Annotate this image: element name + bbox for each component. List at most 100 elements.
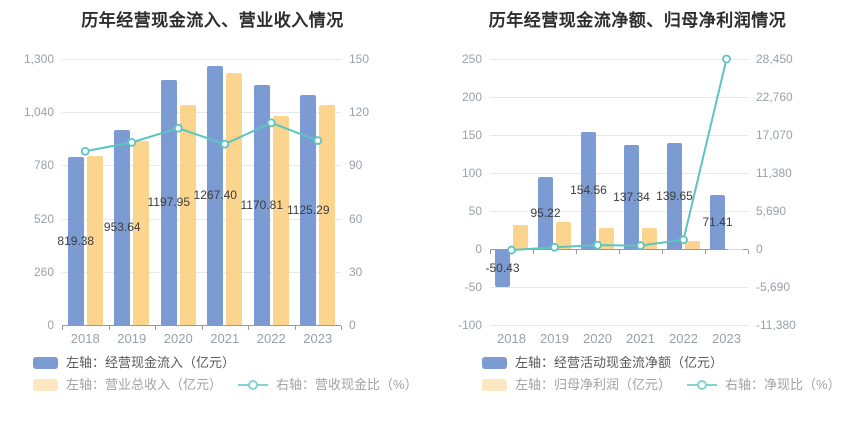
left-axis-tick-label: 150 [461, 128, 482, 142]
x-axis-label: 2019 [540, 331, 569, 346]
gridline [490, 59, 748, 60]
legend-item-net-operating-cashflow[interactable]: 左轴：经营活动现金流净额（亿元） [482, 356, 723, 369]
line-point-2021[interactable] [220, 139, 230, 149]
line-point-2022[interactable] [679, 235, 688, 245]
x-axis-line [490, 249, 748, 250]
right-axis-tick-label: 17,070 [756, 128, 793, 142]
right-axis-tick-label: -11,380 [756, 318, 796, 332]
gridline [490, 173, 748, 174]
bar-series1-2020[interactable] [160, 79, 177, 325]
right-axis-tick-label: 11,380 [756, 166, 792, 180]
right-axis-tick-label: 0 [349, 318, 356, 332]
axis-tick [490, 250, 491, 254]
bar-series1-2019[interactable] [114, 129, 131, 325]
right-axis-tick-label: 28,450 [756, 52, 793, 66]
line-point-2020[interactable] [593, 240, 602, 250]
bar-value-label: 1197.95 [147, 195, 191, 210]
x-axis-label: 2021 [210, 331, 240, 346]
bar-series1-2020[interactable] [581, 131, 596, 249]
bar-series2-2022[interactable] [272, 115, 289, 325]
line-point-2021[interactable] [636, 241, 645, 251]
x-axis-label: 2022 [256, 331, 286, 346]
right-axis-tick-label: 30 [349, 264, 363, 279]
bar-value-label: -50.43 [485, 261, 520, 276]
x-axis-label: 2020 [163, 331, 193, 346]
bar-value-label: 95.22 [530, 205, 561, 220]
bar-series1-2018[interactable] [495, 249, 510, 288]
line-point-2018[interactable] [507, 245, 516, 255]
bar-value-label: 139.65 [656, 188, 693, 203]
legend-item-cash-to-revenue-ratio[interactable]: 右轴：营收现金比（%） [238, 378, 418, 391]
bar-series2-2018[interactable] [513, 224, 528, 249]
chart-title: 历年经营现金流入、营业收入情况 [81, 11, 344, 30]
right-axis-tick-label: -5,690 [756, 280, 791, 294]
bar-value-label: 1267.40 [193, 188, 237, 203]
line-point-2018[interactable] [80, 146, 90, 156]
right-axis-tick-label: 5,690 [756, 204, 787, 218]
x-axis-label: 2018 [497, 331, 526, 346]
bar-series2-2020[interactable] [599, 228, 614, 249]
bar-series2-2019[interactable] [133, 141, 150, 325]
left-axis-tick-label: 0 [475, 242, 482, 256]
legend-swatch-blue [482, 356, 507, 369]
left-axis-tick-label: -50 [464, 280, 482, 294]
x-axis-label: 2023 [712, 331, 741, 346]
bar-series2-2023[interactable] [319, 105, 336, 325]
gridline [62, 218, 341, 220]
chart-legend: 左轴：经营现金流入（亿元） 左轴：营业总收入（亿元） 右轴：营收现金比（%） [33, 356, 434, 400]
right-axis-tick-label: 60 [349, 211, 363, 226]
left-axis-tick-label: 520 [33, 211, 54, 226]
x-axis-label: 2019 [117, 331, 147, 346]
axis-tick [705, 250, 706, 254]
chart-title: 历年经营现金流净额、归母净利润情况 [488, 11, 787, 30]
line-point-2019[interactable] [127, 137, 137, 147]
x-axis-label: 2021 [626, 331, 655, 346]
axis-tick [294, 326, 296, 330]
line-point-2023[interactable] [722, 54, 731, 64]
bar-series1-2022[interactable] [667, 142, 682, 249]
legend-item-cash-inflow[interactable]: 左轴：经营现金流入（亿元） [33, 356, 235, 369]
legend-label: 左轴：经营活动现金流净额（亿元） [515, 355, 724, 370]
bar-series1-2019[interactable] [538, 176, 553, 249]
left-axis-tick-label: 1,040 [23, 105, 54, 120]
legend-label: 左轴：经营现金流入（亿元） [66, 355, 236, 370]
bar-series2-2023[interactable] [728, 248, 743, 250]
legend-item-total-revenue[interactable]: 左轴：营业总收入（亿元） [33, 378, 222, 391]
legend-label: 左轴：归母净利润（亿元） [515, 377, 672, 392]
bar-series1-2021[interactable] [207, 65, 224, 325]
bar-series1-2018[interactable] [67, 157, 84, 325]
right-axis-tick-label: 120 [349, 105, 370, 120]
right-axis-tick-label: 22,760 [756, 90, 793, 104]
line-point-2022[interactable] [266, 118, 276, 128]
bar-series2-2019[interactable] [556, 222, 571, 249]
line-point-2023[interactable] [313, 136, 323, 145]
line-series-icon [238, 379, 269, 391]
line-point-2020[interactable] [173, 123, 183, 133]
bar-series2-2020[interactable] [179, 105, 196, 325]
right-axis-tick-label: 0 [756, 242, 763, 256]
bar-series1-2023[interactable] [300, 94, 317, 325]
bar-series2-2018[interactable] [86, 155, 103, 325]
left-axis-tick-label: 0 [47, 318, 54, 332]
bar-series2-2021[interactable] [226, 72, 243, 325]
bar-series1-2021[interactable] [624, 144, 639, 249]
legend-item-net-cash-ratio[interactable]: 右轴：净现比（%） [687, 378, 841, 391]
legend-item-net-profit[interactable]: 左轴：归母净利润（亿元） [482, 378, 671, 391]
gridline [62, 165, 341, 167]
legend-swatch-blue [33, 356, 58, 369]
legend-label: 右轴：净现比（%） [725, 377, 841, 392]
x-axis-label: 2020 [583, 331, 612, 346]
bar-series2-2022[interactable] [685, 241, 700, 249]
bar-series1-2023[interactable] [710, 194, 725, 249]
x-axis-label: 2022 [669, 331, 698, 346]
bar-value-label: 1170.81 [240, 198, 284, 213]
axis-tick [662, 250, 663, 254]
gridline [62, 271, 341, 273]
x-axis-line [62, 325, 341, 326]
axis-tick [533, 250, 534, 254]
x-axis-label: 2018 [70, 331, 100, 346]
net-cashflow-net-profit-chart: 历年经营现金流净额、归母净利润情况 250 28,450 200 22,760 150 1… [425, 0, 850, 437]
line-point-2019[interactable] [550, 242, 559, 252]
bar-series1-2022[interactable] [253, 85, 270, 325]
legend-label: 右轴：营收现金比（%） [276, 377, 418, 392]
